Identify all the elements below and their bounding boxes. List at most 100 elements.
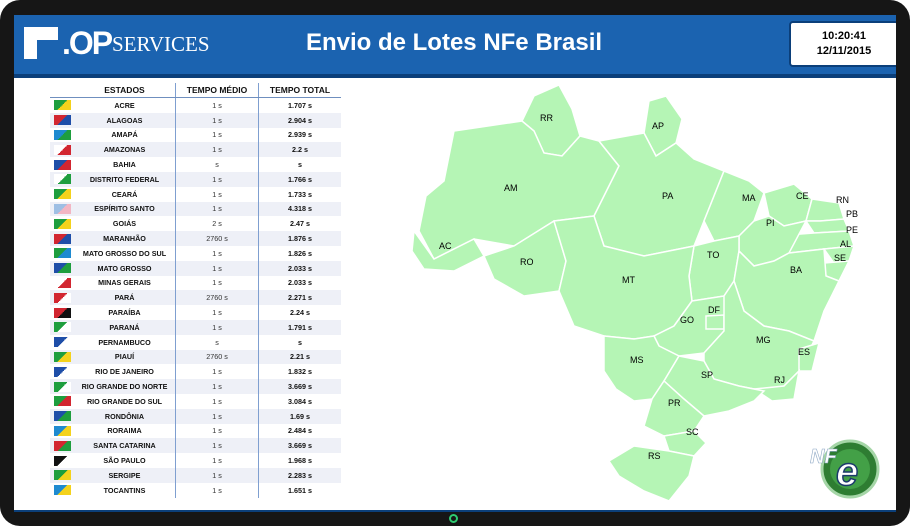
map-label-ma: MA — [742, 193, 756, 203]
total-time: 3.669 s — [258, 438, 341, 454]
map-label-go: GO — [680, 315, 694, 325]
total-time: s — [258, 334, 341, 350]
table-row: MINAS GERAIS 1 s 2.033 s — [50, 275, 341, 291]
clock-time: 10:20:41 — [821, 30, 867, 42]
state-name: TOCANTINS — [103, 485, 146, 495]
nfe-logo: NF e — [810, 439, 880, 499]
table-row: ESPÍRITO SANTO 1 s 4.318 s — [50, 201, 341, 217]
total-time: 1.69 s — [258, 408, 341, 424]
flag-cell — [50, 319, 74, 335]
total-time: 2.21 s — [258, 349, 341, 365]
nfe-logo-nf-text: NF — [810, 446, 837, 468]
state-name: BAHIA — [113, 160, 136, 170]
header-states: ESTADOS — [74, 83, 176, 98]
state-name: CEARÁ — [111, 189, 138, 199]
average-time: 1 s — [175, 379, 259, 394]
average-time: 1 s — [175, 467, 259, 483]
average-time: 1 s — [175, 186, 259, 202]
map-label-rj: RJ — [774, 375, 785, 385]
map-label-ro: RO — [520, 257, 534, 267]
state-flag-icon — [53, 233, 71, 244]
map-label-al: AL — [840, 239, 851, 249]
flag-cell — [50, 276, 74, 291]
average-time: 1 s — [175, 423, 259, 439]
flag-cell — [50, 394, 74, 409]
clock-date: 12/11/2015 — [816, 45, 872, 57]
table-row: RIO DE JANEIRO 1 s 1.832 s — [50, 364, 341, 380]
total-time: 1.733 s — [258, 186, 341, 202]
average-time: s — [175, 334, 259, 350]
map-region-rj — [751, 368, 801, 402]
map-label-ap: AP — [652, 121, 664, 131]
state-name: MATO GROSSO — [74, 260, 176, 276]
map-label-am: AM — [504, 183, 518, 193]
state-flag-icon — [53, 411, 71, 422]
state-flag-icon — [53, 307, 71, 318]
state-flag-icon — [53, 218, 71, 229]
flag-cell — [50, 483, 74, 498]
flag-cell — [50, 201, 74, 217]
state-flag-icon — [53, 337, 71, 348]
table-row: AMAPÁ 1 s 2.939 s — [50, 127, 341, 143]
state-flag-icon — [53, 351, 71, 362]
average-time: 1 s — [175, 319, 259, 335]
average-time: 1 s — [175, 127, 259, 143]
flag-cell — [50, 349, 74, 365]
total-time: 1.826 s — [258, 245, 341, 261]
average-time: 1 s — [175, 393, 259, 409]
state-flag-icon — [53, 130, 71, 141]
state-flag-icon — [53, 144, 71, 155]
average-time: 2760 s — [175, 290, 259, 306]
table-row: TOCANTINS 1 s 1.651 s — [50, 482, 341, 498]
table-row: AMAZONAS 1 s 2.2 s — [50, 142, 341, 158]
flag-cell — [50, 408, 74, 424]
state-name: DISTRITO FEDERAL — [74, 171, 176, 187]
state-name: RORAIMA — [107, 426, 142, 436]
flag-cell — [50, 305, 74, 320]
state-name: PERNAMBUCO — [98, 337, 151, 347]
average-time: 1 s — [175, 482, 259, 498]
flag-cell — [50, 216, 74, 231]
total-time: 1.832 s — [258, 364, 341, 380]
map-region-rs — [607, 445, 695, 502]
flag-cell — [50, 364, 74, 379]
total-time: 2.271 s — [258, 290, 341, 306]
logo-mark-icon — [24, 27, 58, 59]
state-name: MINAS GERAIS — [98, 278, 151, 288]
table-row: ACRE 1 s 1.707 s — [50, 97, 341, 113]
total-time: 2.904 s — [258, 112, 341, 128]
state-name: SERGIPE — [74, 467, 176, 483]
map-label-pa: PA — [662, 191, 673, 201]
flag-cell — [50, 128, 74, 143]
state-flag-icon — [53, 322, 71, 333]
state-flag-icon — [53, 189, 71, 200]
state-flag-icon — [53, 366, 71, 377]
total-time: 2.484 s — [258, 423, 341, 439]
state-name: MATO GROSSO DO SUL — [82, 248, 167, 258]
average-time: 2760 s — [175, 231, 259, 246]
map-label-se: SE — [834, 253, 846, 263]
average-time: 1 s — [175, 408, 259, 424]
total-time: s — [258, 157, 341, 172]
map-label-ac: AC — [439, 241, 452, 251]
total-time: 1.651 s — [258, 482, 341, 498]
table-row: RIO GRANDE DO SUL 1 s 3.084 s — [50, 393, 341, 409]
map-label-mt: MT — [622, 275, 635, 285]
nfe-logo-e-text: e — [836, 450, 858, 494]
average-time: 2 s — [175, 216, 259, 232]
table-row: SÃO PAULO 1 s 1.968 s — [50, 453, 341, 468]
flag-cell — [50, 453, 74, 468]
logo-op-text: .OP — [62, 25, 113, 61]
table-header-row: ESTADOS TEMPO MÉDIO TEMPO TOTAL — [50, 83, 341, 98]
state-name: AMAZONAS — [74, 142, 176, 158]
state-name: ACRE — [114, 100, 135, 110]
table-row: PARAÍBA 1 s 2.24 s — [50, 305, 341, 320]
state-flag-icon — [53, 396, 71, 407]
average-time: s — [175, 157, 259, 172]
power-led-icon[interactable] — [449, 514, 458, 523]
table-row: PARANÁ 1 s 1.791 s — [50, 319, 341, 335]
average-time: 1 s — [175, 260, 259, 276]
logo-services-text: SERVICES — [112, 32, 210, 56]
state-name: PARAÍBA — [108, 308, 141, 318]
